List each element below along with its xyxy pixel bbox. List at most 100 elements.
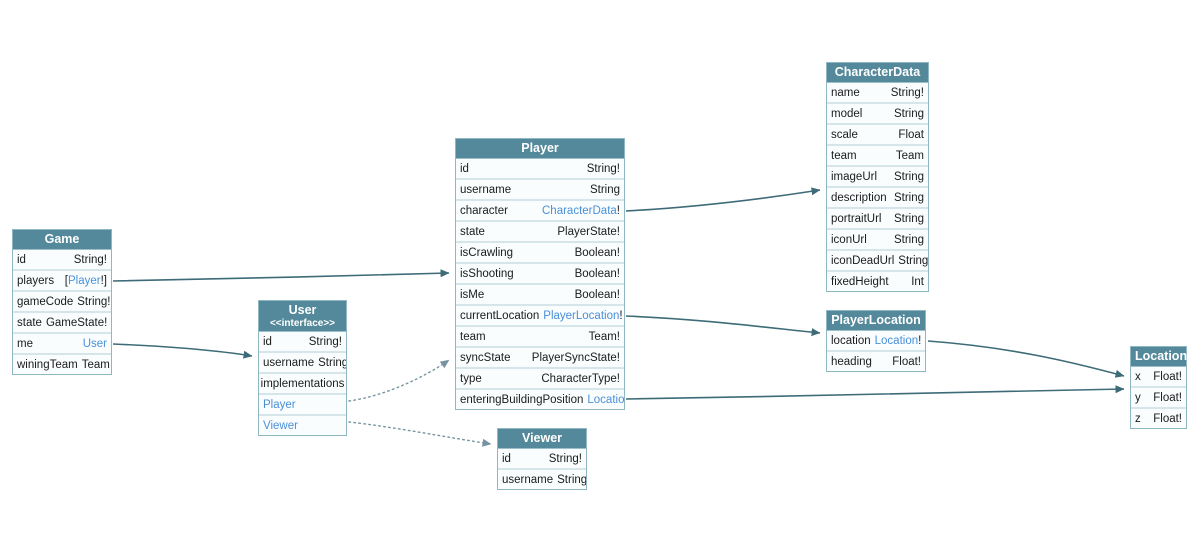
table-title: Viewer: [521, 431, 563, 445]
type-suffix: Float!: [1153, 391, 1182, 404]
table-header-game[interactable]: Game: [13, 230, 111, 250]
field-row[interactable]: username String: [259, 351, 346, 372]
table-header-viewer[interactable]: Viewer: [498, 429, 586, 449]
field-row[interactable]: portraitUrl String: [827, 207, 928, 228]
edge-player-enteringbuildingposition-to-location: [625, 385, 1125, 400]
implementation-row[interactable]: Player: [259, 393, 346, 414]
field-name: iconUrl: [831, 233, 867, 246]
field-type: PlayerLocation!: [543, 310, 622, 322]
field-name: enteringBuildingPosition: [460, 393, 584, 406]
field-row[interactable]: type CharacterType!: [456, 367, 624, 388]
field-name: me: [17, 337, 33, 350]
field-row[interactable]: id String!: [13, 250, 111, 269]
field-row[interactable]: x Float!: [1131, 367, 1186, 386]
type-suffix: Float!: [1153, 412, 1182, 425]
type-suffix: String: [898, 254, 928, 267]
table-characterdata: CharacterData name String! model String …: [826, 62, 929, 292]
field-row[interactable]: isShooting Boolean!: [456, 262, 624, 283]
type-link[interactable]: CharacterData: [542, 204, 617, 217]
field-type: String: [898, 255, 928, 267]
implementations-label-row: implementations: [259, 372, 346, 393]
field-name: id: [17, 253, 26, 266]
table-header-user[interactable]: User <<interface>>: [259, 301, 346, 332]
table-title: User: [288, 303, 317, 317]
type-suffix: PlayerSyncState!: [531, 351, 620, 364]
implementation-row[interactable]: Viewer: [259, 414, 346, 435]
field-name: username: [263, 356, 315, 369]
field-row[interactable]: currentLocation PlayerLocation!: [456, 304, 624, 325]
field-type: Location: [587, 394, 624, 406]
field-row[interactable]: isMe Boolean!: [456, 283, 624, 304]
field-type: String: [894, 192, 924, 204]
field-row[interactable]: description String: [827, 186, 928, 207]
field-row[interactable]: iconUrl String: [827, 228, 928, 249]
type-suffix: !: [619, 309, 623, 322]
field-row[interactable]: id String!: [456, 159, 624, 178]
field-row[interactable]: username String: [456, 178, 624, 199]
table-header-location[interactable]: Location: [1131, 347, 1187, 367]
field-row[interactable]: z Float!: [1131, 407, 1186, 428]
field-row[interactable]: gameCode String!: [13, 290, 111, 311]
field-row[interactable]: state PlayerState!: [456, 220, 624, 241]
field-type: String: [894, 108, 924, 120]
field-row[interactable]: team Team!: [456, 325, 624, 346]
table-header-playerlocation[interactable]: PlayerLocation: [827, 311, 925, 331]
type-link[interactable]: User: [82, 337, 107, 350]
edge-player-currentlocation-to-playerlocation: [625, 315, 821, 337]
field-name: iconDeadUrl: [831, 254, 895, 267]
field-name: character: [460, 204, 508, 217]
type-link[interactable]: Location: [587, 393, 624, 406]
field-name: players: [17, 274, 55, 287]
table-game: Game id String! players [Player!] gameCo…: [12, 229, 112, 375]
field-row[interactable]: imageUrl String: [827, 165, 928, 186]
field-row[interactable]: id String!: [498, 449, 586, 468]
field-row[interactable]: fixedHeight Int: [827, 270, 928, 291]
field-type: Float!: [1153, 413, 1182, 425]
field-row[interactable]: team Team: [827, 144, 928, 165]
field-row[interactable]: players [Player!]: [13, 269, 111, 290]
field-type: PlayerState!: [557, 226, 620, 238]
field-row[interactable]: name String!: [827, 83, 928, 102]
field-row[interactable]: syncState PlayerSyncState!: [456, 346, 624, 367]
type-link[interactable]: Player: [263, 398, 296, 411]
table-player: Player id String! username String charac…: [455, 138, 625, 410]
field-type: Float: [898, 129, 924, 141]
field-type: Int: [911, 276, 924, 288]
field-type: Team!: [589, 331, 620, 343]
implementations-label: implementations: [260, 377, 345, 390]
field-name: location: [831, 334, 871, 347]
field-row[interactable]: scale Float: [827, 123, 928, 144]
type-link[interactable]: Player: [68, 274, 101, 287]
field-name: scale: [831, 128, 858, 141]
field-row[interactable]: state GameState!: [13, 311, 111, 332]
type-link[interactable]: Viewer: [263, 419, 298, 432]
field-type: Location!: [875, 335, 922, 347]
edge-game-me-to-user: [112, 343, 253, 359]
field-name: id: [460, 162, 469, 175]
field-row[interactable]: iconDeadUrl String: [827, 249, 928, 270]
field-row[interactable]: isCrawling Boolean!: [456, 241, 624, 262]
type-link[interactable]: Location: [874, 334, 919, 347]
field-row[interactable]: username String: [498, 468, 586, 489]
field-row[interactable]: model String: [827, 102, 928, 123]
type-suffix: Boolean!: [574, 246, 620, 259]
field-row[interactable]: enteringBuildingPosition Location: [456, 388, 624, 409]
field-row[interactable]: heading Float!: [827, 350, 925, 371]
field-row[interactable]: location Location!: [827, 331, 925, 350]
field-name: y: [1135, 391, 1141, 404]
type-suffix: String!: [890, 86, 924, 99]
table-title: Game: [44, 232, 80, 246]
table-header-characterdata[interactable]: CharacterData: [827, 63, 928, 83]
type-link[interactable]: PlayerLocation: [543, 309, 620, 322]
type-suffix: PlayerState!: [557, 225, 620, 238]
field-row[interactable]: character CharacterData!: [456, 199, 624, 220]
field-row[interactable]: winingTeam Team: [13, 353, 111, 374]
field-type: Boolean!: [575, 268, 620, 280]
field-row[interactable]: y Float!: [1131, 386, 1186, 407]
table-header-player[interactable]: Player: [456, 139, 624, 159]
field-type: String!: [587, 163, 620, 175]
field-row[interactable]: me User: [13, 332, 111, 353]
field-name: id: [502, 452, 511, 465]
field-row[interactable]: id String!: [259, 332, 346, 351]
field-name: currentLocation: [460, 309, 540, 322]
